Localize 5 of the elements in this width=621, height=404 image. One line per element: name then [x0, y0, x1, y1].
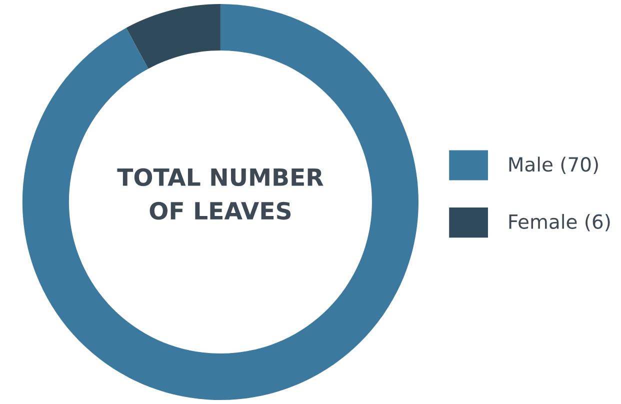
legend-label: Female (6) [509, 214, 610, 232]
donut-slice [22, 4, 418, 400]
donut-slice [126, 4, 220, 69]
legend-label: Male (70) [509, 156, 598, 174]
text: TOTAL NUMBER OF LEAVES [117, 168, 324, 220]
